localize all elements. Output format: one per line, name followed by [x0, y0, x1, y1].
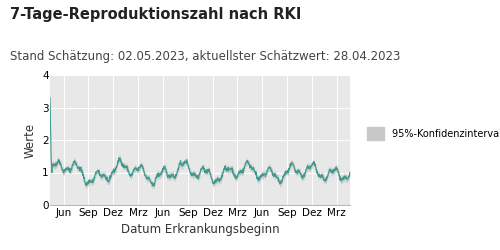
X-axis label: Datum Erkrankungsbeginn: Datum Erkrankungsbeginn: [120, 223, 280, 236]
Legend: 95%-Konfidenzintervall R: 95%-Konfidenzintervall R: [367, 126, 500, 140]
Text: 7-Tage-Reproduktionszahl nach RKI: 7-Tage-Reproduktionszahl nach RKI: [10, 8, 302, 22]
Y-axis label: Werte: Werte: [24, 122, 36, 158]
Text: Stand Schätzung: 02.05.2023, aktuellster Schätzwert: 28.04.2023: Stand Schätzung: 02.05.2023, aktuellster…: [10, 50, 400, 63]
